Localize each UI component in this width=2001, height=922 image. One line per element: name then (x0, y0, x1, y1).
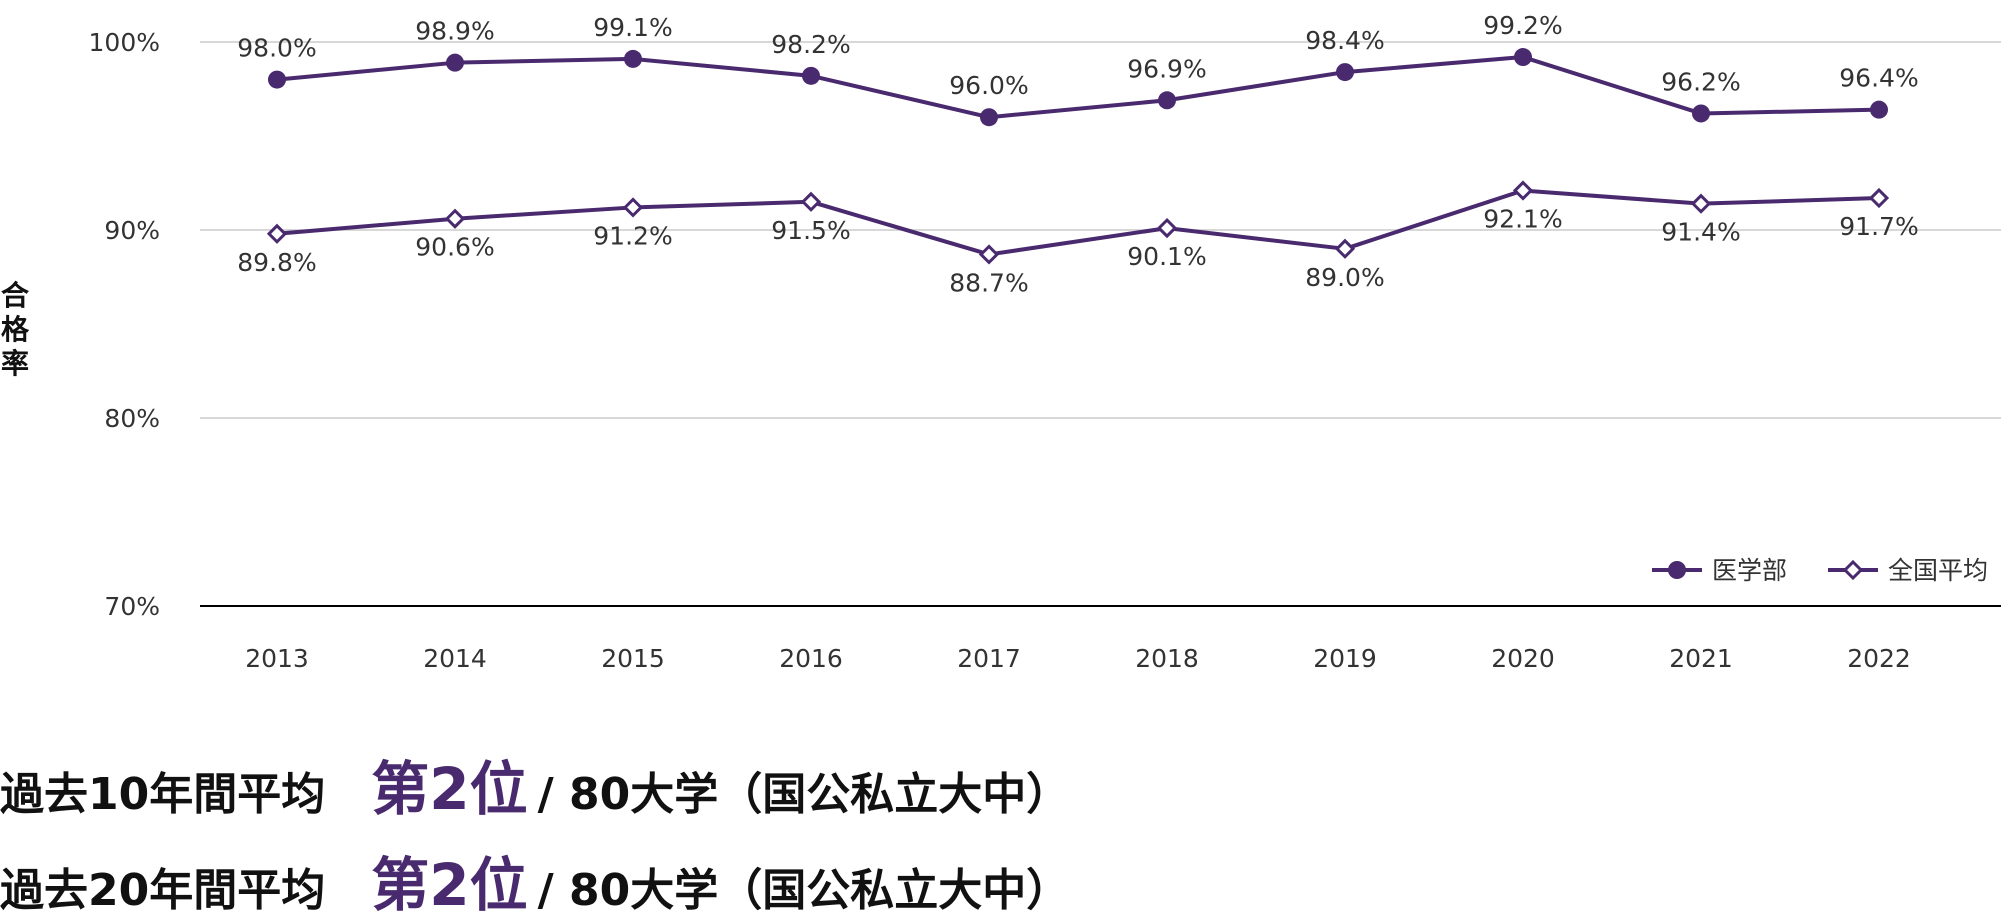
data-point (444, 208, 466, 229)
x-tick-label: 2017 (957, 644, 1021, 673)
data-label: 99.1% (593, 13, 672, 42)
data-label: 98.2% (771, 30, 850, 59)
data-label: 89.0% (1305, 263, 1384, 292)
data-point (1334, 238, 1356, 259)
data-label: 88.7% (949, 268, 1028, 297)
data-label: 91.5% (771, 216, 850, 245)
y-tick-label: 80% (104, 404, 160, 433)
data-point (980, 108, 998, 127)
data-point (1868, 187, 1890, 209)
data-label: 98.9% (415, 17, 494, 46)
data-point (446, 53, 464, 72)
legend-label: 全国平均 (1888, 556, 1988, 585)
data-point (1156, 217, 1178, 239)
x-tick-label: 2022 (1847, 644, 1911, 673)
data-label: 90.1% (1127, 242, 1206, 271)
series-line-national (276, 188, 1880, 257)
data-point (800, 191, 822, 212)
summary-label: 過去10年間平均 (0, 769, 326, 820)
series (266, 48, 1890, 265)
summary-detail: / 80大学（国公私立大中） (537, 865, 1071, 916)
x-tick-label: 2021 (1669, 644, 1733, 673)
x-axis-ticks: 2013 2014 2015 2016 2017 2018 2019 2020 2021 2022 (245, 644, 1911, 673)
legend: 医学部 全国平均 (1652, 556, 1988, 585)
data-point (1512, 180, 1534, 201)
x-tick-label: 2016 (779, 644, 843, 673)
data-label: 98.4% (1305, 26, 1384, 55)
x-tick-label: 2020 (1491, 644, 1555, 673)
data-label: 96.0% (949, 71, 1028, 100)
data-label: 96.9% (1127, 54, 1206, 83)
data-label: 98.0% (237, 34, 316, 63)
data-point (802, 66, 820, 85)
summary-20-year: 過去20年間平均 第2位/ 80大学（国公私立大中） (0, 838, 1070, 922)
data-point (624, 49, 642, 68)
x-tick-label: 2014 (423, 644, 487, 673)
data-label: 96.4% (1839, 64, 1918, 93)
x-tick-label: 2015 (601, 644, 665, 673)
y-tick-label: 90% (104, 216, 160, 245)
y-axis-label: 合格率 (1, 279, 30, 380)
data-label: 90.6% (415, 233, 494, 262)
data-label: 96.2% (1661, 67, 1740, 96)
legend-marker (1842, 559, 1864, 581)
data-label: 91.2% (593, 221, 672, 250)
summary-detail: / 80大学（国公私立大中） (537, 769, 1071, 820)
data-labels: 98.0% 98.9% 99.1% 98.2% 96.0% 96.9% 98.4% 99.2%… (237, 11, 1918, 297)
pass-rate-line-chart: 70%80%90%100% 2013 2014 2015 2016 2017 2018 20… (1, 11, 2001, 673)
data-label: 91.7% (1839, 212, 1918, 241)
series-line-medical (276, 55, 1880, 120)
data-point (1514, 48, 1532, 67)
data-label: 92.1% (1483, 205, 1562, 234)
y-axis-ticks: 70% 80% 90% 100% (89, 28, 160, 621)
y-tick-label: 70% (104, 592, 160, 621)
x-tick-label: 2018 (1135, 644, 1199, 673)
summary-label: 過去20年間平均 (0, 865, 326, 916)
data-point (622, 197, 644, 218)
legend-label: 医学部 (1712, 556, 1787, 585)
data-point (1336, 63, 1354, 82)
x-tick-label: 2019 (1313, 644, 1377, 673)
data-label: 91.4% (1661, 218, 1740, 247)
summary-10-year: 過去10年間平均 第2位/ 80大学（国公私立大中） (0, 742, 1070, 826)
legend-marker (1668, 561, 1686, 579)
data-label: 89.8% (237, 248, 316, 277)
x-tick-label: 2013 (245, 644, 309, 673)
data-point (1158, 91, 1176, 110)
data-label: 99.2% (1483, 11, 1562, 40)
data-point (1690, 193, 1712, 214)
y-tick-label: 100% (89, 28, 160, 57)
data-point (1692, 104, 1710, 123)
summary-rank: 第2位 (371, 755, 528, 823)
data-point (266, 223, 288, 244)
gridlines (200, 41, 2001, 607)
data-point (268, 70, 286, 89)
data-point (978, 244, 1000, 265)
data-point (1870, 100, 1888, 119)
summary-rank: 第2位 (371, 851, 528, 919)
